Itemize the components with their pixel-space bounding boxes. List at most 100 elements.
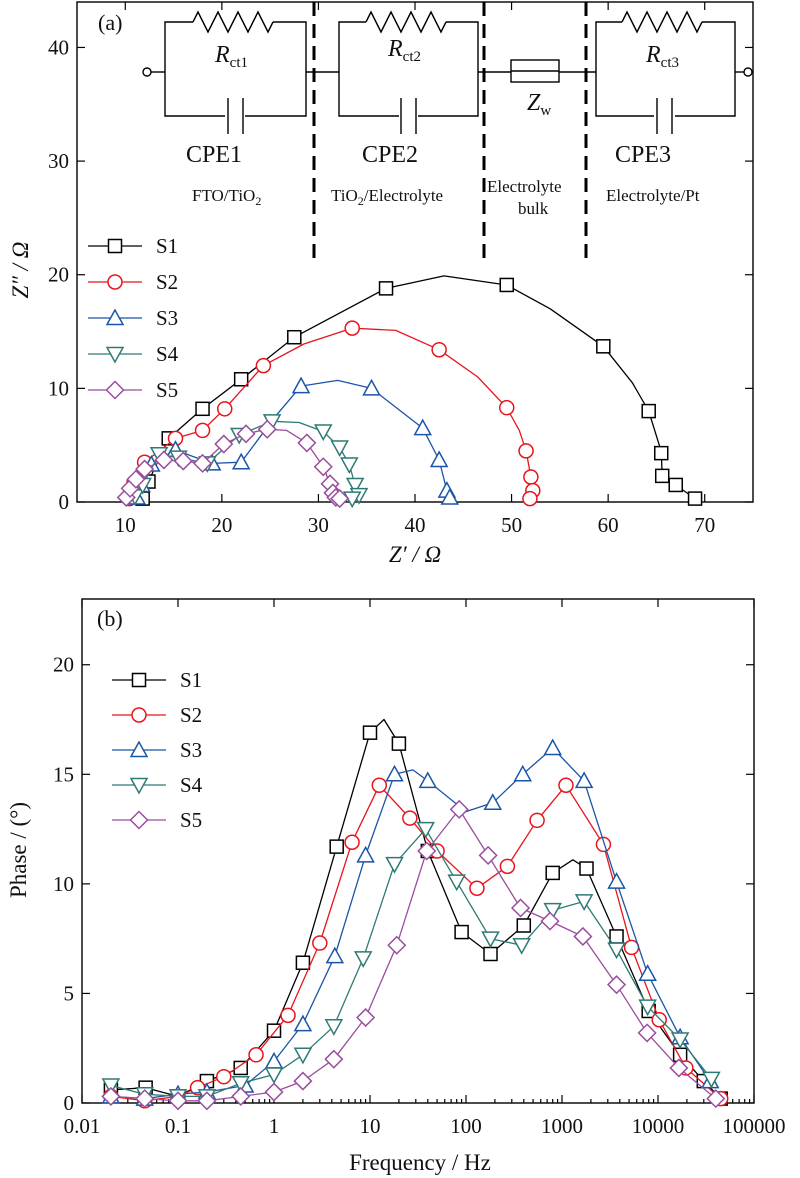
data-point-s3 [638,964,657,981]
data-point-s5 [257,419,277,439]
legend-entry-s3: S3 [112,738,202,762]
data-point-s5 [417,841,437,861]
legend-label: S1 [180,668,202,692]
data-point-s1 [287,329,302,345]
y-tick-label: 40 [48,35,69,59]
data-point-s5 [387,935,407,955]
data-point-s3 [293,1014,313,1032]
data-point-s2 [312,935,328,951]
data-point-s4 [330,440,349,458]
data-point-s2 [595,836,612,853]
data-point-s4 [231,1076,250,1093]
data-point-s3 [429,450,449,468]
panel-b-bode-phase-plot: 0.01 0.1 1 10 100 1000 10000 100000 0 5 10 15 20 (b)… [6,598,786,1175]
legend-marker [131,672,147,688]
data-point-s4 [481,931,500,949]
data-point-s5 [540,911,560,931]
data-point-s5 [231,1086,251,1106]
data-point-s5 [135,459,155,479]
data-point-s5 [264,1082,284,1102]
data-point-s4 [101,1078,121,1096]
data-point-s3 [385,764,404,782]
legend-label: S2 [156,270,178,294]
data-point-s2 [498,399,515,416]
series-line-s3 [136,379,451,498]
legend-entry-s5: S5 [88,378,178,402]
cpe1-label: CPE1 [186,142,242,168]
x-tick-label: 70 [694,513,715,537]
legend-entry-s4: S4 [88,342,179,366]
data-point-s4 [264,1067,284,1085]
interface-fto-tio2: FTO/TiO2 [192,186,261,208]
legend-marker [105,346,125,364]
data-point-s3 [291,376,311,394]
data-point-s5 [293,1071,313,1091]
x-tick-label: 20 [211,513,232,537]
x-tick-label: 1000 [541,1114,583,1138]
data-point-s2 [248,1047,264,1063]
legend-label: S5 [156,378,178,402]
data-point-s2 [217,401,233,417]
data-point-s3 [440,487,460,505]
data-point-s5 [135,1089,155,1109]
data-point-s4 [574,894,594,911]
data-point-s2 [469,880,485,897]
legend-entry-s4: S4 [112,773,203,797]
data-point-s5 [101,1086,121,1106]
data-point-s1 [499,277,514,293]
legend-marker [107,238,123,254]
panel-a-frame [76,1,754,503]
data-point-s4 [324,1019,344,1036]
data-point-s4 [340,457,359,475]
data-point-s5 [173,451,193,471]
rct3-label: Rct3 [645,42,679,71]
data-point-s1 [483,946,498,962]
legend-label: S3 [156,306,178,330]
panel-a-label: (a) [98,10,122,35]
data-point-s5 [478,845,498,865]
series-line-s3 [110,747,711,1100]
data-point-s2 [529,812,545,829]
panel-b-ticks: 0.01 0.1 1 10 100 1000 10000 100000 0 5 10 15 20 [53,599,786,1138]
data-point-s1 [233,1060,248,1076]
legend-label: S2 [180,703,202,727]
legend-entry-s2: S2 [88,270,178,294]
resistor-rct2-zigzag [365,10,447,34]
data-point-s4 [385,856,404,874]
legend-marker [129,777,149,795]
legend-label: S4 [180,773,203,797]
data-point-s1 [596,339,611,354]
data-point-s5 [510,898,531,918]
interface-tio2-electrolyte: TiO2/Electrolyte [331,186,443,208]
x-tick-label: 30 [308,513,329,537]
data-point-s2 [518,443,534,459]
circuit-block2-box-bottom [338,72,399,117]
data-point-s1 [579,861,594,876]
panel-b-x-axis-title: Frequency / Hz [349,1150,491,1175]
legend-label: S5 [180,808,202,832]
panel-a-y-axis-title: Z″ / Ω [8,242,33,299]
data-point-s2 [216,1068,232,1085]
y-tick-label: 0 [64,1091,75,1115]
data-point-s2 [402,810,418,826]
cpe3-label: CPE3 [615,142,671,168]
cpe2-label: CPE2 [362,142,418,168]
data-point-s4 [607,942,626,960]
circuit-block2-box-right [418,21,479,117]
circuit-right-terminal [743,67,753,77]
data-point-s1 [609,929,624,944]
data-point-s5 [297,433,317,453]
data-point-s5 [214,434,234,454]
interface-electrolyte-pt: Electrolyte/Pt [606,186,700,205]
panel-a-legend: S1 S2 S3 S4 S5 [88,234,179,402]
legend-entry-s2: S2 [112,703,202,727]
data-point-s5 [324,1049,344,1069]
data-point-s2 [522,490,538,507]
equivalent-circuit-inset: Rct1 Rct2 Rct3 Zw CPE1 CPE2 CPE3 FTO/TiO… [142,2,753,262]
resistor-rct1-zigzag [192,10,274,34]
y-tick-label: 15 [53,762,74,786]
rct2-label: Rct2 [387,36,421,65]
legend-label: S3 [180,738,202,762]
panel-b-label: (b) [97,606,123,631]
